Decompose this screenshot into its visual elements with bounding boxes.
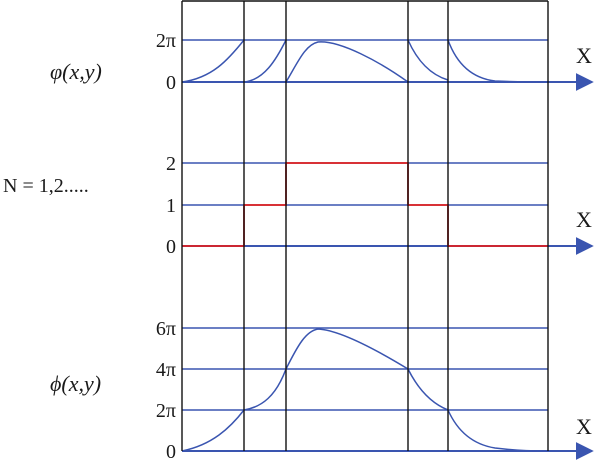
panel-fringe-order: N = 1,2..... 2 1 0 X [3,153,594,258]
bottom-tick-2pi: 2π [156,400,176,422]
panel-unwrapped-phase: ϕ(x,y) 6π 4π 2π 0 X [50,318,594,463]
top-tick-2pi: 2π [156,30,176,52]
bottom-tick-4pi: 4π [156,359,176,381]
frame-and-dividers [181,0,549,451]
bottom-tick-6pi: 6π [156,318,176,340]
middle-tick-1: 1 [166,195,176,217]
bottom-axis-label: X [576,414,592,439]
top-wrapped-phase-curve [181,39,549,83]
bottom-unwrapped-phase-curve [181,328,549,452]
bottom-side-label: ϕ(x,y) [50,371,101,396]
top-side-label: φ(x,y) [50,59,102,84]
middle-tick-2: 2 [166,153,176,175]
bottom-tick-0: 0 [166,441,176,463]
top-axis-label: X [576,43,592,68]
panel-wrapped-phase: φ(x,y) 2π 0 X [50,30,594,94]
middle-tick-0: 0 [166,236,176,258]
middle-side-label: N = 1,2..... [3,175,89,197]
middle-axis-label: X [576,207,592,232]
top-tick-0: 0 [166,72,176,94]
